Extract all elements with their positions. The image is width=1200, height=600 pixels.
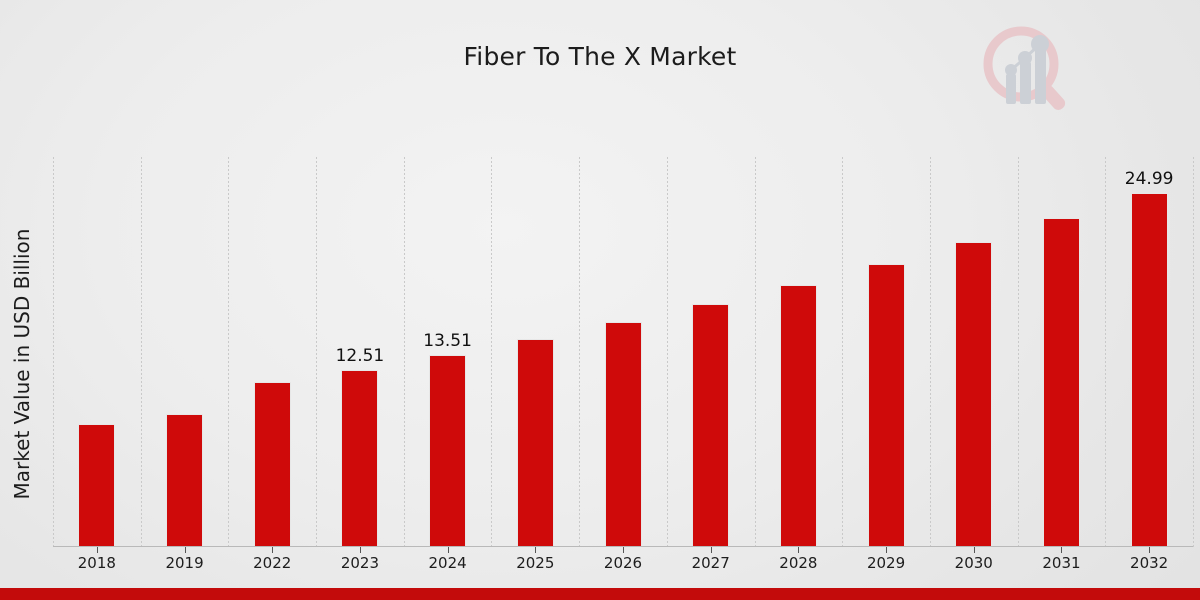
x-axis-tick-label: 2019	[165, 554, 204, 572]
bar	[955, 242, 993, 547]
gridline	[141, 157, 142, 547]
bar-value-label: 24.99	[1124, 168, 1174, 189]
x-axis-baseline	[53, 546, 1193, 547]
x-axis-tick-label: 2030	[954, 554, 993, 572]
bar	[253, 382, 291, 547]
gridline	[1105, 157, 1106, 547]
x-axis-tick-mark	[886, 547, 888, 553]
x-axis-tick-mark	[184, 547, 186, 553]
x-axis-tick-label: 2029	[866, 554, 906, 572]
gridline	[53, 157, 54, 547]
footer-accent-band	[0, 588, 1200, 600]
page-title: Fiber To The X Market	[463, 42, 737, 71]
gridline	[316, 157, 317, 547]
bar-value-label: 12.51	[335, 345, 385, 366]
bar	[779, 284, 817, 547]
x-axis-tick-label: 2024	[428, 554, 467, 572]
x-axis-tick-label: 2022	[253, 554, 292, 572]
bar	[1042, 218, 1080, 547]
x-axis-tick-label: 2026	[603, 554, 643, 572]
x-axis-tick-label: 2018	[77, 554, 116, 572]
bar	[1130, 192, 1168, 547]
gridline	[1018, 157, 1019, 547]
gridline	[755, 157, 756, 547]
x-axis-tick-label: 2025	[516, 554, 555, 572]
gridline	[228, 157, 229, 547]
gridline	[404, 157, 405, 547]
x-axis-tick-label: 2032	[1130, 554, 1169, 572]
x-axis-tick-mark	[1149, 547, 1151, 553]
x-axis-tick-mark	[1061, 547, 1063, 553]
x-axis-tick-mark	[798, 547, 800, 553]
x-axis-tick-label: 2031	[1042, 554, 1081, 572]
x-axis-tick-label: 2028	[779, 554, 818, 572]
gridline	[491, 157, 492, 547]
bar	[692, 303, 730, 547]
x-axis-tick-mark	[973, 547, 975, 553]
bar	[429, 355, 467, 547]
gridline	[842, 157, 843, 547]
x-axis-tick-mark	[272, 547, 274, 553]
x-axis-tick-mark	[359, 547, 361, 553]
gridline	[579, 157, 580, 547]
bar	[166, 414, 204, 547]
bar-value-label: 13.51	[423, 331, 472, 352]
gridline	[667, 157, 668, 547]
y-axis-label: Market Value in USD Billion	[10, 228, 34, 500]
x-axis-tick-mark	[447, 547, 449, 553]
bar	[867, 264, 905, 547]
x-axis-tick-mark	[535, 547, 537, 553]
x-axis-tick-label: 2027	[691, 554, 730, 572]
gridline	[1193, 157, 1194, 547]
x-axis-tick-label: 2023	[340, 554, 380, 572]
plot-area	[53, 157, 1194, 547]
bar	[78, 424, 116, 547]
gridline	[930, 157, 931, 547]
bar	[604, 321, 642, 547]
x-axis-tick-mark	[623, 547, 624, 553]
bar	[516, 338, 554, 547]
x-axis-tick-mark	[96, 547, 98, 553]
x-axis-tick-mark	[710, 547, 712, 553]
bar	[341, 369, 379, 547]
